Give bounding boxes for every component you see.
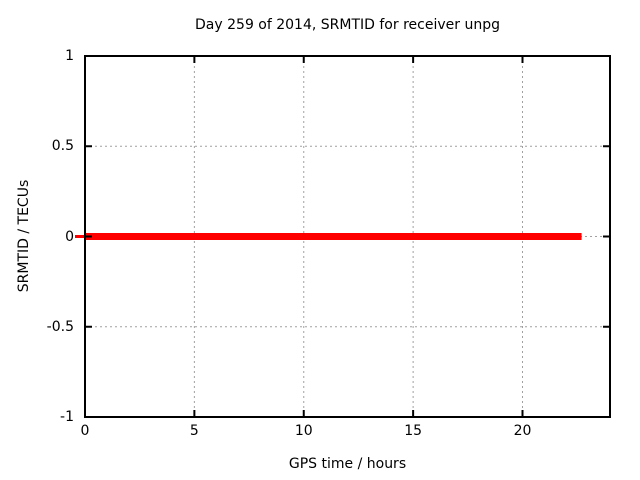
x-tick-label: 15 bbox=[404, 423, 423, 439]
y-tick-label: 0.5 bbox=[51, 138, 74, 155]
x-tick-label: 5 bbox=[189, 423, 199, 439]
x-tick-label: 20 bbox=[513, 423, 532, 439]
plot-border bbox=[84, 55, 611, 418]
x-tick-label: 0 bbox=[80, 423, 90, 439]
y-tick-label: 0 bbox=[65, 228, 74, 245]
y-tick-label: -0.5 bbox=[46, 318, 74, 335]
y-tick-label: 1 bbox=[65, 48, 74, 64]
x-axis-label: GPS time / hours bbox=[288, 456, 407, 472]
chart-title: Day 259 of 2014, SRMTID for receiver unp… bbox=[195, 17, 500, 33]
y-tick-label: -1 bbox=[60, 409, 74, 425]
x-tick-label: 10 bbox=[294, 423, 313, 439]
